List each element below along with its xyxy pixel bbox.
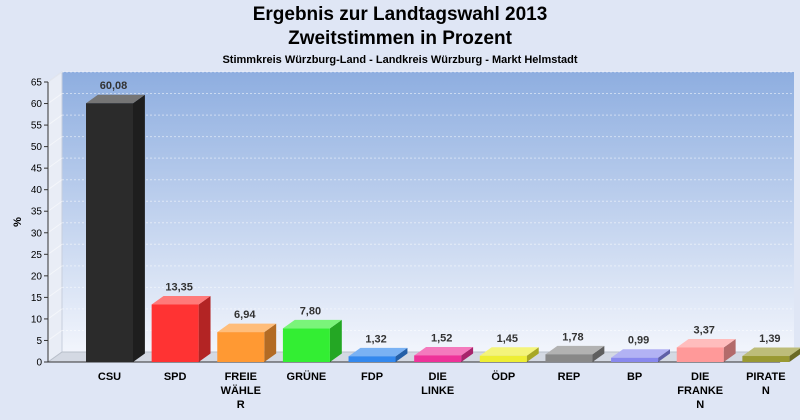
bar-side [789,348,800,362]
gridline-side [47,93,63,104]
x-tick-label: FREIE [225,371,257,383]
bar-value-label: 6,94 [234,309,256,321]
x-tick-label: SPD [164,371,187,383]
bar-top [414,346,474,356]
gridline-side [47,286,63,298]
bar-top [348,347,408,357]
side-wall [47,71,63,363]
y-tick-label: 15 [31,293,43,304]
bar [479,355,527,362]
x-tick-label: FDP [361,371,383,383]
bar-side [723,338,736,362]
bar-value-label: 1,45 [497,333,518,345]
bar [86,103,133,362]
x-tick-label: DIE [429,371,447,383]
y-tick-label: 35 [31,207,43,218]
x-tick-label: N [762,385,770,397]
chart-title: Ergebnis zur Landtagswahl 2013 [252,4,548,25]
gridline-side [47,114,63,126]
x-tick-label: CSU [98,371,121,383]
bar-side [133,94,145,362]
bar-side [592,345,605,362]
bar [217,332,265,362]
y-tick-label: 10 [31,314,43,325]
gridline-side [47,200,63,212]
bar [742,356,790,362]
bar [348,356,396,362]
x-tick-label: ÖDP [491,370,515,383]
y-tick-label: 60 [31,99,43,110]
bar-value-label: 1,32 [365,333,386,345]
chart-caption: Stimmkreis Würzburg-Land - Landkreis Wür… [222,54,578,66]
bar-value-label: 1,39 [759,333,780,345]
bar-top [86,94,145,104]
bar-top [151,295,211,305]
bar-value-label: 13,35 [165,281,193,293]
y-tick-label: 45 [31,164,43,175]
x-tick-label: N [696,399,704,411]
y-tick-label: 65 [31,78,43,89]
bar [414,355,462,362]
bar-top [282,319,342,329]
x-tick-label: PIRATE [746,371,786,383]
bar-value-label: 60,08 [100,80,128,92]
bar-side [198,295,211,362]
bar-top [545,345,605,355]
bar-side [329,319,342,362]
bar [676,347,724,362]
y-tick-label: 40 [31,185,43,196]
x-tick-label: LINKE [421,385,454,397]
chart-subtitle: Zweitstimmen in Prozent [288,28,512,49]
bar [611,357,659,362]
gridline-side [47,308,63,320]
gridline-side [47,71,63,83]
y-axis-label: % [12,217,24,227]
y-tick-label: 50 [31,142,43,153]
x-tick-label: R [237,399,245,411]
y-tick-label: 25 [31,250,43,261]
gridline-side [47,222,63,234]
x-tick-label: BP [627,371,642,383]
y-tick-label: 5 [36,336,42,347]
bar-side [395,347,408,362]
bar-side [526,347,539,362]
bar [545,354,593,362]
bar-value-label: 3,37 [694,324,715,336]
y-tick-label: 30 [31,228,43,239]
bar-top [217,323,277,333]
gridline-side [47,179,63,191]
bar-side [264,323,277,362]
y-tick-label: 20 [31,271,43,282]
bar-top [676,338,736,348]
bar-top [611,349,670,358]
bar-value-label: 1,52 [431,332,452,344]
bar-top [742,347,800,357]
bar-value-label: 7,80 [300,305,321,317]
gridline-side [47,157,63,169]
x-tick-label: WÄHLE [221,384,261,397]
gridline-side [47,243,63,255]
x-tick-label: REP [558,371,581,383]
x-tick-label: FRANKE [677,385,723,397]
bar-top [479,347,539,356]
x-tick-label: GRÜNE [287,370,327,383]
gridline-side [47,265,63,277]
y-tick-label: 55 [31,121,43,132]
gridline-side [47,330,63,341]
bar-value-label: 0,99 [628,335,649,347]
y-tick-label: 0 [36,358,42,369]
x-tick-label: DIE [691,371,709,383]
gridline-side [47,136,63,148]
bar [151,304,199,362]
bar [282,328,330,362]
bar-side [461,346,474,362]
bar-side [658,349,670,362]
bar-value-label: 1,78 [562,331,583,343]
